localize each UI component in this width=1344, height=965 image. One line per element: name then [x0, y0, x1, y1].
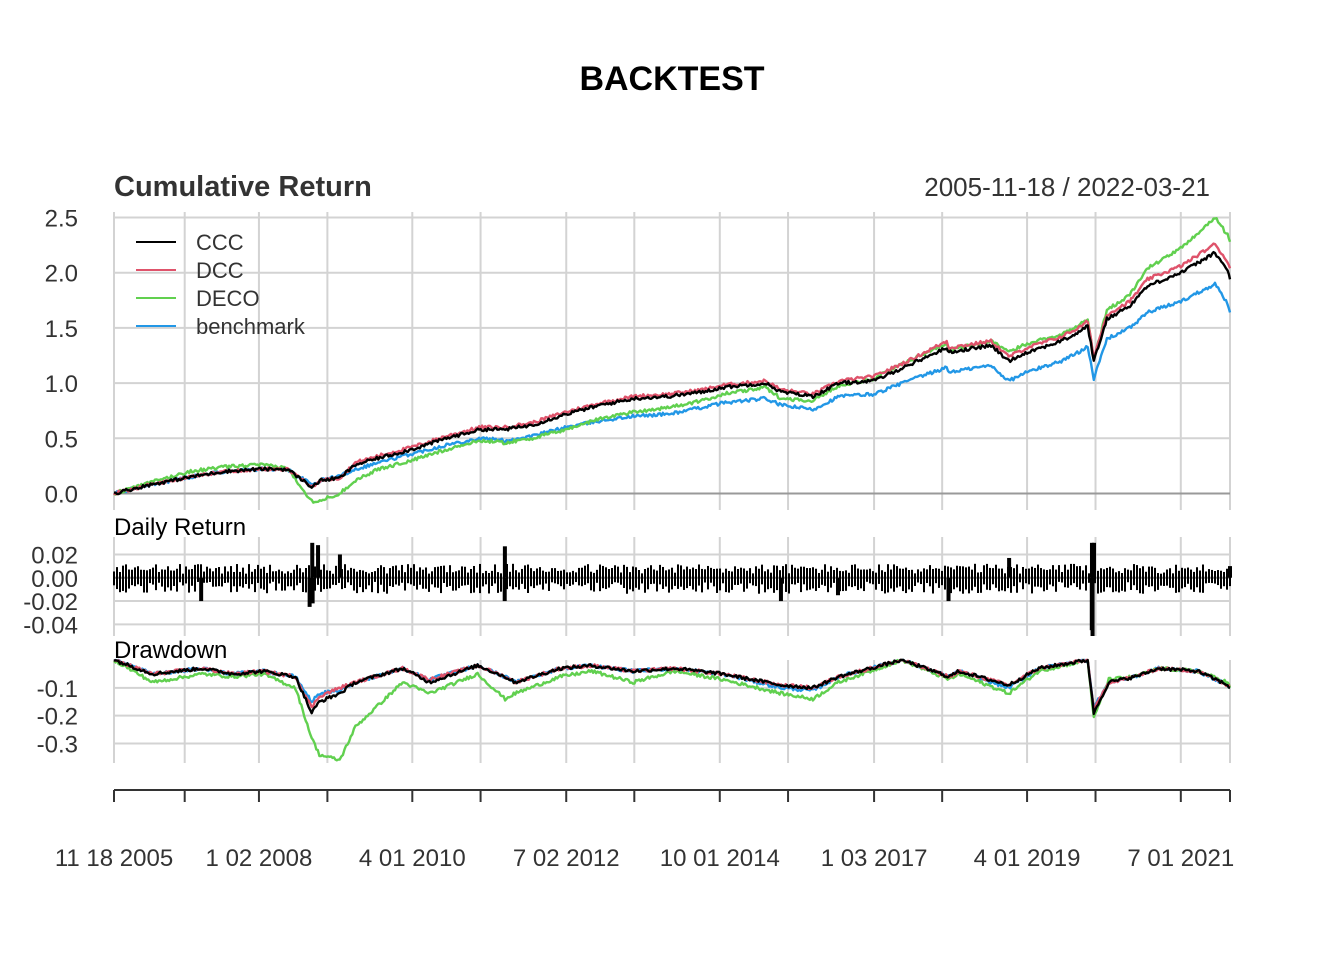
ytick-label-daily-3: -0.04 [23, 612, 78, 639]
daily-return-bar [1089, 542, 1094, 578]
legend-label-deco: DECO [196, 286, 260, 311]
drawdown-line-dcc [113, 658, 1231, 711]
cumulative-line-deco [113, 216, 1232, 504]
ytick-label-drawdown-1: -0.2 [37, 704, 78, 731]
xtick-label-2: 4 01 2010 [359, 845, 466, 872]
ytick-label-drawdown-2: -0.3 [37, 732, 78, 759]
daily-return-bar [1090, 577, 1095, 636]
drawdown-line-deco [113, 658, 1232, 762]
drawdown-line-ccc [113, 658, 1231, 716]
page-title: BACKTEST [579, 60, 764, 98]
ytick-label-cumulative-3: 1.5 [45, 316, 78, 343]
daily-return-bar [778, 577, 783, 602]
xtick-label-4: 10 01 2014 [660, 845, 780, 872]
daily-return-bar [310, 577, 315, 604]
daily-return-bar [337, 554, 342, 578]
data-layer [113, 216, 1232, 762]
ytick-label-cumulative-0: 0.0 [45, 481, 78, 508]
daily-return-bar [1007, 557, 1012, 578]
ytick-label-cumulative-2: 1.0 [45, 371, 78, 398]
daily-panel-title: Daily Return [114, 514, 246, 541]
cumulative-line-dcc [113, 242, 1232, 496]
drawdown-panel-title: Drawdown [114, 637, 227, 664]
ytick-label-daily-0: 0.02 [31, 542, 78, 569]
ytick-label-daily-2: -0.02 [23, 589, 78, 616]
legend-label-dcc: DCC [196, 258, 244, 283]
daily-return-bar [502, 546, 507, 578]
xtick-label-1: 1 02 2008 [206, 845, 313, 872]
ytick-label-cumulative-1: 0.5 [45, 426, 78, 453]
cumulative-panel-title: Cumulative Return [114, 171, 372, 203]
daily-return-bar [307, 577, 312, 607]
xtick-label-3: 7 02 2012 [513, 845, 620, 872]
date-range: 2005-11-18 / 2022-03-21 [924, 172, 1210, 202]
xtick-label-6: 4 01 2019 [974, 845, 1081, 872]
daily-return-bar [310, 542, 315, 578]
xtick-label-7: 7 01 2021 [1127, 845, 1234, 872]
legend: CCC DCC DECO benchmark [136, 230, 306, 339]
ytick-label-cumulative-4: 2.0 [45, 261, 78, 288]
ytick-label-drawdown-0: -0.1 [37, 676, 78, 703]
axes-layer: 0.0 0.5 1.0 1.5 2.0 2.5 0.020.00-0.02-0.04 Dail… [23, 206, 1234, 872]
legend-label-benchmark: benchmark [196, 314, 306, 339]
daily-return-bar [1092, 542, 1097, 578]
daily-return-bar [835, 577, 840, 596]
ytick-label-cumulative-5: 2.5 [45, 206, 78, 233]
ytick-label-daily-1: 0.00 [31, 566, 78, 593]
daily-return-bar [316, 545, 321, 578]
xtick-label-5: 1 03 2017 [821, 845, 928, 872]
legend-label-ccc: CCC [196, 230, 244, 255]
cumulative-line-ccc [113, 250, 1232, 496]
xtick-label-0: 11 18 2005 [55, 845, 173, 872]
